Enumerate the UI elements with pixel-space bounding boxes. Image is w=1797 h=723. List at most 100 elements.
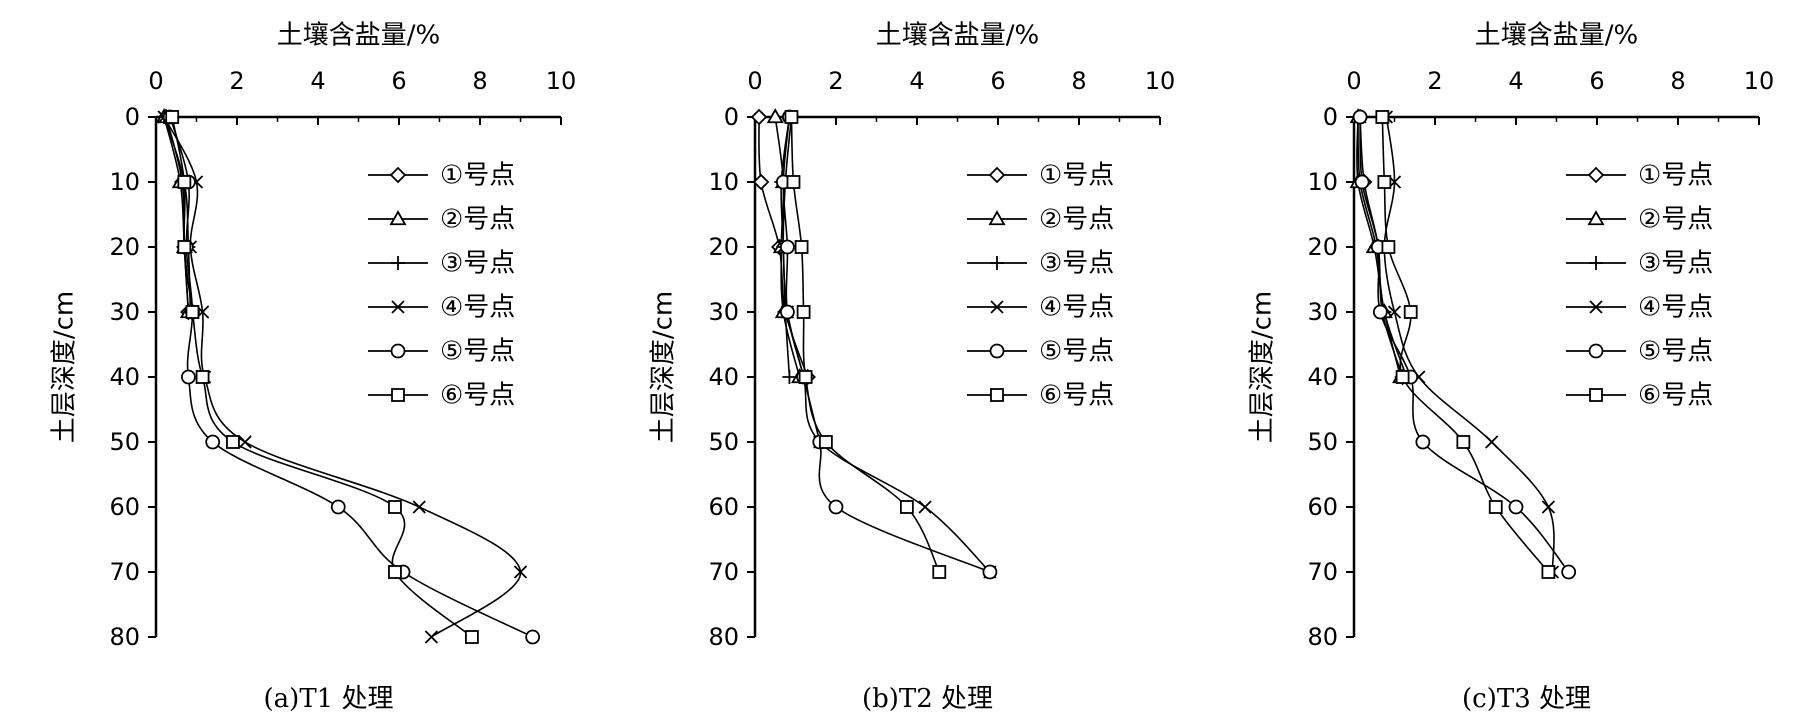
series-point — [177, 175, 192, 189]
series-point — [1561, 564, 1577, 580]
y-axis-title: 土层深度/cm — [1248, 291, 1278, 443]
series-point — [828, 499, 844, 515]
series-point — [1375, 110, 1390, 124]
series-point — [1352, 109, 1368, 125]
legend-marker — [988, 210, 1006, 226]
series-point — [1456, 435, 1471, 449]
x-tick-label: 0 — [148, 67, 163, 95]
legend-marker — [389, 210, 407, 226]
series-point — [226, 435, 240, 449]
x-tick-label: 2 — [229, 67, 244, 95]
legend-marker — [391, 388, 405, 402]
series-point — [388, 565, 402, 579]
legend-marker — [989, 343, 1005, 359]
legend-label: ⑤号点 — [1039, 337, 1114, 367]
series-point — [1395, 370, 1410, 384]
y-tick-label: 20 — [1307, 233, 1338, 261]
legend-label: ①号点 — [1039, 161, 1114, 191]
series-point — [1387, 305, 1402, 319]
series-point — [1488, 500, 1503, 514]
legend-label: ③号点 — [440, 249, 515, 279]
y-tick-label: 30 — [1307, 298, 1338, 326]
series-point — [1485, 435, 1499, 449]
series-point — [1541, 565, 1556, 579]
legend-label: ①号点 — [440, 161, 515, 191]
series-point — [794, 240, 809, 254]
series-point — [779, 239, 795, 255]
x-tick-label: 6 — [1589, 67, 1604, 95]
series-line — [171, 116, 473, 638]
series-line — [782, 116, 991, 573]
series-point — [388, 500, 402, 514]
series-line — [163, 116, 522, 638]
y-tick-label: 70 — [109, 558, 140, 586]
series-point — [1403, 305, 1418, 319]
series-point — [786, 175, 801, 189]
series-point — [798, 370, 813, 384]
series-point — [1372, 304, 1388, 320]
series-line — [782, 116, 991, 573]
series-point — [205, 434, 221, 450]
legend-label: ②号点 — [1039, 205, 1114, 235]
x-tick-label: 0 — [747, 67, 762, 95]
y-tick-label: 70 — [708, 558, 739, 586]
legend-label: ⑥号点 — [440, 381, 515, 411]
series-point — [525, 629, 541, 645]
y-tick-label: 10 — [1307, 168, 1338, 196]
panel-caption: (b)T2 处理 — [862, 684, 993, 714]
x-tick-label: 4 — [909, 67, 924, 95]
x-tick-label: 8 — [1670, 67, 1685, 95]
series-line — [163, 116, 190, 313]
chart-panel-t1: 土壤含盐量/% 土层深度/cm 0 2 4 6 8 10 0 10 20 30 40 50 60 70 80 ①号… — [50, 21, 577, 715]
x-tick-label: 6 — [990, 67, 1005, 95]
series-point — [784, 110, 799, 124]
y-tick-label: 80 — [109, 623, 140, 651]
y-tick-label: 50 — [109, 428, 140, 456]
series-point — [818, 435, 833, 449]
series-point — [195, 370, 210, 384]
legend-label: ③号点 — [1638, 249, 1713, 279]
legend-marker — [1589, 388, 1603, 402]
series-point — [918, 500, 932, 514]
series-point — [1508, 499, 1524, 515]
series-point — [1377, 175, 1392, 189]
legend-marker — [990, 256, 1004, 270]
chart-panel-t2: 土壤含盐量/% 土层深度/cm 0 2 4 6 8 10 0 10 20 30 40 50 60 70 80 ①号… — [649, 21, 1176, 715]
series-line — [1383, 116, 1555, 573]
panel-caption: (c)T3 处理 — [1462, 684, 1591, 714]
series-point — [982, 564, 998, 580]
y-tick-label: 60 — [708, 493, 739, 521]
series-point — [185, 305, 200, 319]
series-point — [177, 240, 192, 254]
x-tick-label: 10 — [546, 67, 577, 95]
legend-label: ④号点 — [440, 293, 515, 323]
x-tick-label: 4 — [310, 67, 325, 95]
legend-label: ⑤号点 — [440, 337, 515, 367]
legend-marker — [990, 300, 1004, 314]
legend-label: ②号点 — [440, 205, 515, 235]
series-point — [932, 565, 947, 579]
series-point — [424, 630, 439, 644]
series-point — [1415, 434, 1431, 450]
legend-marker — [389, 166, 407, 184]
y-tick-label: 60 — [1307, 493, 1338, 521]
legend-label: ③号点 — [1039, 249, 1114, 279]
series-point — [766, 108, 784, 124]
y-tick-label: 40 — [708, 363, 739, 391]
x-tick-label: 8 — [1071, 67, 1086, 95]
legend-label: ⑥号点 — [1638, 381, 1713, 411]
x-tick-label: 4 — [1508, 67, 1523, 95]
y-tick-label: 80 — [1307, 623, 1338, 651]
y-tick-label: 70 — [1307, 558, 1338, 586]
x-tick-label: 6 — [391, 67, 406, 95]
legend-label: ⑤号点 — [1638, 337, 1713, 367]
legend-label: ①号点 — [1638, 161, 1713, 191]
series-point — [779, 304, 795, 320]
series-line — [790, 116, 940, 573]
series-point — [180, 369, 196, 385]
x-axis-title: 土壤含盐量/% — [1475, 21, 1638, 51]
series-point — [796, 305, 811, 319]
series-point — [1381, 240, 1396, 254]
x-tick-label: 2 — [828, 67, 843, 95]
